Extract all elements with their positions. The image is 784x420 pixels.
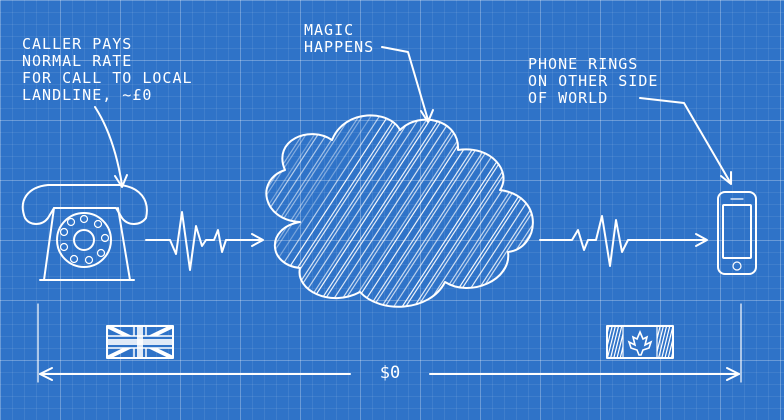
rings-arrow — [639, 97, 732, 185]
magic-happens-label: MAGIC HAPPENS — [304, 22, 374, 56]
magic-arrow — [381, 46, 434, 123]
smartphone-icon — [717, 191, 757, 275]
magic-happens-line-1: MAGIC — [304, 21, 355, 39]
phone-rings-line-1: PHONE RINGS — [528, 55, 639, 73]
caller-arrow — [94, 106, 128, 188]
caller-pays-line-3: FOR CALL TO LOCAL — [22, 69, 193, 87]
uk-flag-icon — [106, 325, 174, 359]
phone-rings-label: PHONE RINGS ON OTHER SIDE OF WORLD — [528, 56, 658, 107]
phone-rings-line-3: OF WORLD — [528, 89, 609, 107]
right-signal-line — [539, 215, 708, 267]
cost-dimension-line — [37, 303, 742, 383]
caller-pays-line-4: LANDLINE, ~£0 — [22, 86, 153, 104]
canada-flag-icon — [606, 325, 674, 359]
total-cost-label: $0 — [379, 363, 401, 383]
caller-pays-line-2: NORMAL RATE — [22, 52, 133, 70]
left-signal-line — [145, 211, 264, 271]
cloud-icon — [265, 114, 534, 308]
caller-pays-line-1: CALLER PAYS — [22, 35, 133, 53]
rotary-phone-icon — [21, 184, 148, 281]
magic-happens-line-2: HAPPENS — [304, 38, 375, 56]
phone-rings-line-2: ON OTHER SIDE — [528, 72, 659, 90]
caller-pays-label: CALLER PAYS NORMAL RATE FOR CALL TO LOCA… — [22, 36, 193, 104]
